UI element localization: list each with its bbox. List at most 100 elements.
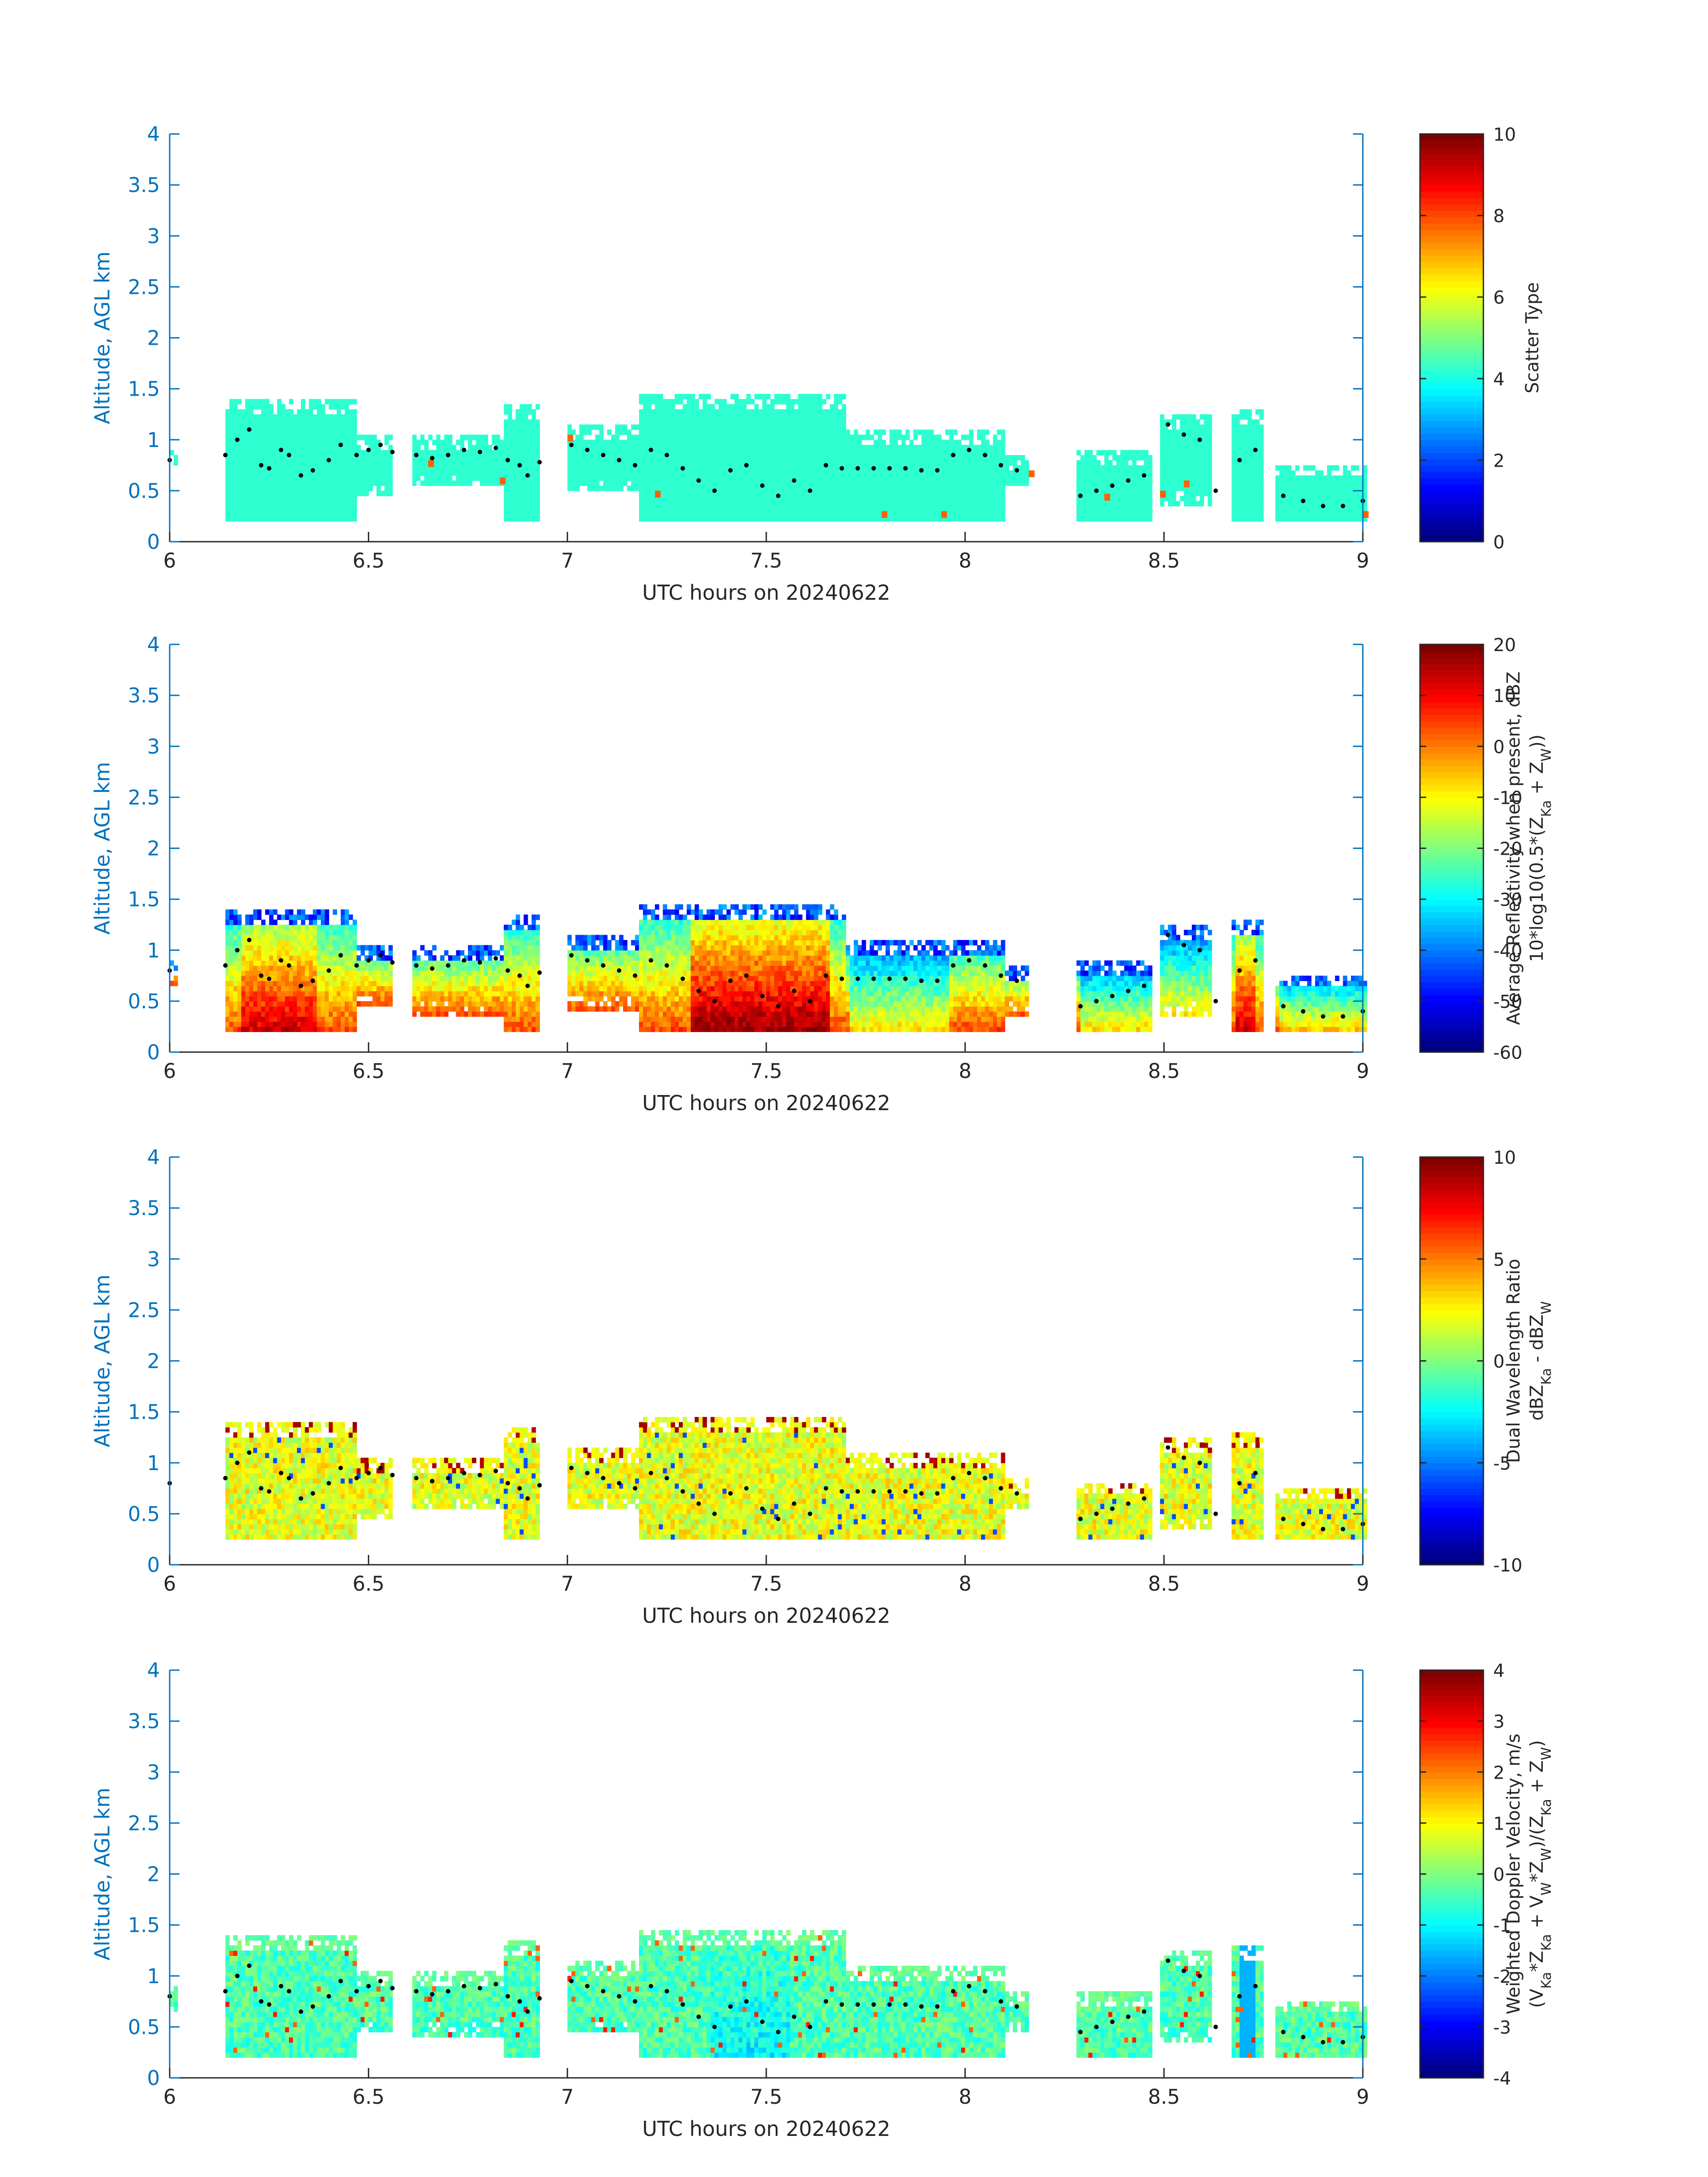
- heatmap-cell: [898, 465, 902, 471]
- heatmap-cell: [1236, 425, 1240, 430]
- heatmap-cell: [1204, 486, 1208, 491]
- heatmap-cell: [802, 450, 806, 455]
- heatmap-cell: [786, 399, 791, 404]
- heatmap-cell: [1240, 511, 1244, 517]
- heatmap-cell: [1124, 470, 1129, 476]
- heatmap-cell: [1303, 476, 1307, 481]
- heatmap-cell: [750, 470, 755, 476]
- heatmap-cell: [906, 460, 910, 465]
- heatmap-cell: [289, 1027, 293, 1032]
- heatmap-cell: [317, 440, 322, 445]
- heatmap-cell: [747, 506, 751, 511]
- heatmap-cell: [735, 470, 739, 476]
- heatmap-cell: [380, 460, 385, 465]
- heatmap-cell: [237, 1022, 242, 1027]
- heatmap-cell: [683, 394, 687, 399]
- heatmap-cell: [476, 440, 480, 445]
- heatmap-cell: [747, 501, 751, 506]
- heatmap-cell: [906, 501, 910, 506]
- heatmap-cell: [468, 476, 472, 481]
- heatmap-cell: [683, 435, 687, 440]
- heatmap-cell: [806, 450, 810, 455]
- heatmap-cell: [273, 909, 278, 915]
- heatmap-cell: [277, 915, 282, 920]
- heatmap-cell: [249, 450, 254, 455]
- heatmap-cell: [349, 430, 353, 435]
- heatmap-cell: [846, 465, 850, 471]
- colorbar-swatch: [1420, 242, 1483, 249]
- heatmap-cell: [309, 491, 313, 496]
- heatmap-cell: [599, 465, 604, 471]
- heatmap-cell: [345, 445, 349, 450]
- heatmap-cell: [687, 465, 691, 471]
- heatmap-cell: [520, 435, 524, 440]
- heatmap-cell: [762, 501, 767, 506]
- heatmap-cell: [758, 501, 763, 506]
- heatmap-cell: [663, 435, 667, 440]
- heatmap-cell: [1172, 460, 1177, 465]
- heatmap-cell: [727, 435, 731, 440]
- heatmap-cell: [918, 496, 922, 501]
- heatmap-cell: [297, 496, 301, 501]
- heatmap-cell: [265, 945, 270, 950]
- heatmap-cell: [456, 465, 460, 471]
- heatmap-cell: [627, 470, 631, 476]
- heatmap-cell: [237, 486, 242, 491]
- heatmap-cell: [1096, 465, 1101, 471]
- heatmap-cell: [1124, 455, 1129, 460]
- heatmap-cell: [834, 506, 838, 511]
- heatmap-cell: [1184, 476, 1188, 481]
- heatmap-cell: [731, 404, 735, 409]
- heatmap-cell: [226, 470, 230, 476]
- heatmap-cell: [253, 986, 258, 991]
- heatmap-cell: [432, 470, 437, 476]
- heatmap-cell: [305, 481, 309, 486]
- heatmap-cell: [249, 996, 254, 1002]
- heatmap-cell: [587, 476, 592, 481]
- heatmap-cell: [1172, 501, 1177, 506]
- heatmap-cell: [1347, 470, 1351, 476]
- heatmap-cell: [1343, 486, 1348, 491]
- heatmap-cell: [862, 496, 866, 501]
- heatmap-cell: [663, 399, 667, 404]
- heatmap-cell: [508, 511, 512, 517]
- heatmap-cell: [683, 491, 687, 496]
- heatmap-cell: [838, 450, 842, 455]
- heatmap-cell: [265, 991, 270, 996]
- heatmap-cell: [651, 486, 656, 491]
- heatmap-cell: [277, 476, 282, 481]
- heatmap-cell: [758, 516, 763, 522]
- colorbar-swatch: [1420, 204, 1483, 211]
- heatmap-cell: [329, 404, 333, 409]
- heatmap-cell: [1232, 491, 1236, 496]
- heatmap-cell: [285, 925, 289, 930]
- heatmap-cell: [1096, 506, 1101, 511]
- heatmap-cell: [277, 965, 282, 971]
- y-tick-label: 0.5: [128, 479, 160, 503]
- heatmap-cell: [1259, 491, 1264, 496]
- heatmap-cell: [572, 476, 576, 481]
- heatmap-cell: [874, 511, 878, 517]
- heatmap-cell: [679, 470, 683, 476]
- heatmap-cell: [253, 450, 258, 455]
- heatmap-cell: [675, 450, 679, 455]
- heatmap-cell: [241, 496, 246, 501]
- cloud-base-point: [633, 463, 637, 468]
- heatmap-cell: [345, 404, 349, 409]
- heatmap-cell: [814, 450, 819, 455]
- heatmap-cell: [834, 481, 838, 486]
- heatmap-cell: [754, 470, 759, 476]
- heatmap-cell: [516, 450, 520, 455]
- heatmap-cell: [1176, 430, 1180, 435]
- heatmap-cell: [659, 516, 664, 522]
- y-tick-label: 1.5: [128, 377, 160, 401]
- heatmap-cell: [774, 501, 779, 506]
- heatmap-cell: [866, 501, 870, 506]
- heatmap-cell: [762, 404, 767, 409]
- heatmap-cell: [671, 414, 675, 420]
- heatmap-cell: [1077, 450, 1081, 455]
- heatmap-cell: [1148, 486, 1153, 491]
- heatmap-cell: [854, 511, 858, 517]
- heatmap-cell: [703, 486, 707, 491]
- heatmap-cell: [241, 450, 246, 455]
